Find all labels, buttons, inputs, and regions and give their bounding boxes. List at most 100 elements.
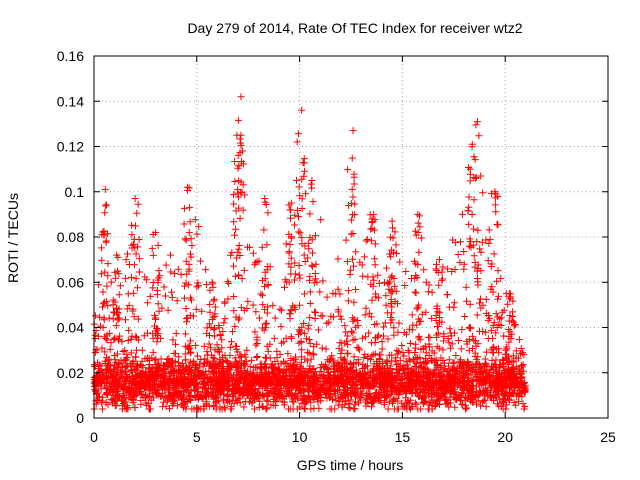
data-point bbox=[367, 225, 375, 233]
data-point bbox=[186, 218, 194, 226]
data-point bbox=[462, 283, 470, 291]
data-point bbox=[330, 368, 338, 376]
data-point bbox=[116, 332, 124, 340]
data-point bbox=[128, 221, 136, 229]
data-point bbox=[451, 393, 459, 401]
data-point bbox=[158, 304, 166, 312]
data-point bbox=[279, 358, 287, 366]
data-point bbox=[255, 375, 263, 383]
data-point bbox=[384, 335, 392, 343]
data-point bbox=[461, 396, 469, 404]
data-point bbox=[476, 327, 484, 335]
data-point bbox=[93, 397, 101, 405]
data-point bbox=[389, 396, 397, 404]
data-point bbox=[105, 314, 113, 322]
data-point bbox=[395, 319, 403, 327]
data-point bbox=[490, 250, 498, 258]
data-point bbox=[230, 307, 238, 315]
data-point bbox=[130, 313, 138, 321]
data-point bbox=[238, 275, 246, 283]
data-point bbox=[163, 397, 171, 405]
data-point bbox=[257, 290, 265, 298]
data-point bbox=[116, 282, 124, 290]
data-point bbox=[345, 201, 353, 209]
data-point bbox=[334, 255, 342, 263]
data-point bbox=[179, 396, 187, 404]
data-point bbox=[259, 392, 267, 400]
data-point bbox=[200, 393, 208, 401]
data-point bbox=[153, 377, 161, 385]
data-point bbox=[517, 344, 525, 352]
data-point bbox=[162, 292, 170, 300]
data-point bbox=[215, 360, 223, 368]
data-point bbox=[412, 400, 420, 408]
data-point bbox=[94, 359, 102, 367]
data-point bbox=[348, 185, 356, 193]
data-point bbox=[297, 353, 305, 361]
data-point bbox=[233, 370, 241, 378]
data-point bbox=[160, 398, 168, 406]
data-point bbox=[298, 175, 306, 183]
data-point bbox=[281, 359, 289, 367]
data-point bbox=[259, 301, 267, 309]
data-point bbox=[472, 361, 480, 369]
data-point bbox=[244, 297, 252, 305]
data-point bbox=[154, 242, 162, 250]
data-point bbox=[390, 248, 398, 256]
data-point bbox=[452, 379, 460, 387]
data-point bbox=[344, 287, 352, 295]
data-point bbox=[160, 283, 168, 291]
data-point bbox=[430, 379, 438, 387]
data-point bbox=[193, 283, 201, 291]
data-point bbox=[249, 301, 257, 309]
data-point bbox=[189, 312, 197, 320]
data-point bbox=[224, 278, 232, 286]
data-point bbox=[298, 106, 306, 114]
data-point bbox=[516, 386, 524, 394]
data-point bbox=[117, 366, 125, 374]
data-point bbox=[133, 373, 141, 381]
data-point bbox=[121, 274, 129, 282]
data-point bbox=[181, 235, 189, 243]
data-point bbox=[493, 363, 501, 371]
data-point bbox=[272, 387, 280, 395]
data-point bbox=[289, 379, 297, 387]
data-point bbox=[355, 394, 363, 402]
data-point bbox=[515, 336, 523, 344]
data-point bbox=[394, 370, 402, 378]
data-point bbox=[470, 173, 478, 181]
data-point bbox=[111, 268, 119, 276]
data-point bbox=[514, 354, 522, 362]
data-point bbox=[465, 347, 473, 355]
data-point bbox=[220, 319, 228, 327]
data-point bbox=[221, 298, 229, 306]
data-point bbox=[438, 277, 446, 285]
data-point bbox=[388, 399, 396, 407]
data-point bbox=[394, 328, 402, 336]
data-point bbox=[149, 348, 157, 356]
data-point bbox=[316, 288, 324, 296]
data-point bbox=[221, 379, 229, 387]
data-point bbox=[155, 390, 163, 398]
data-point bbox=[152, 315, 160, 323]
data-point bbox=[202, 266, 210, 274]
data-point bbox=[379, 332, 387, 340]
data-point bbox=[428, 385, 436, 393]
data-point bbox=[113, 363, 121, 371]
data-point bbox=[261, 283, 269, 291]
data-point bbox=[472, 400, 480, 408]
data-point bbox=[466, 389, 474, 397]
data-point bbox=[152, 228, 160, 236]
data-point bbox=[206, 286, 214, 294]
data-point bbox=[437, 354, 445, 362]
data-point bbox=[280, 401, 288, 409]
data-point bbox=[391, 357, 399, 365]
data-point bbox=[393, 249, 401, 257]
data-point bbox=[149, 334, 157, 342]
data-point bbox=[235, 162, 243, 170]
data-point bbox=[121, 346, 129, 354]
data-point bbox=[302, 190, 310, 198]
data-point bbox=[450, 358, 458, 366]
data-point bbox=[352, 366, 360, 374]
data-point bbox=[166, 405, 174, 413]
